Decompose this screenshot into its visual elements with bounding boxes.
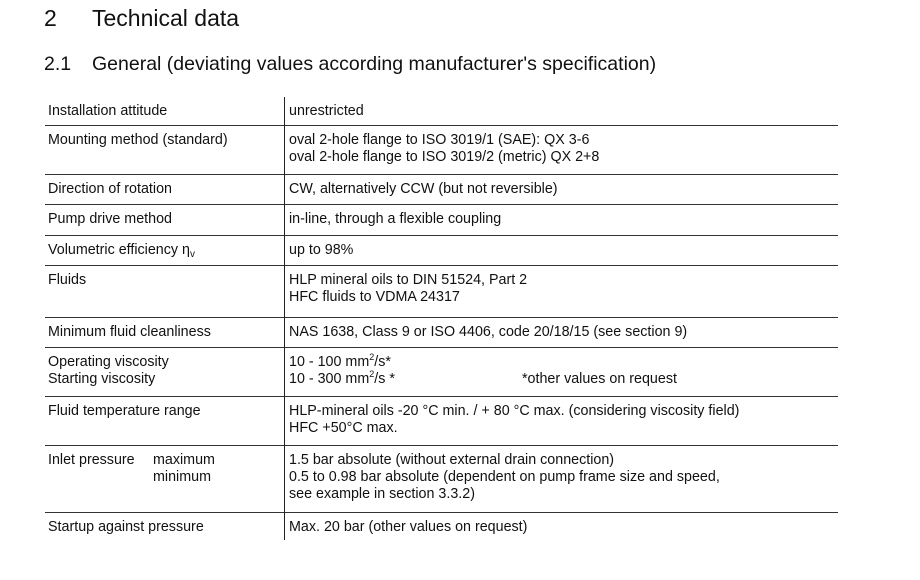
value-text: /s* [374, 354, 391, 370]
table-row: Inlet pressure maximum minimum 1.5 bar a… [45, 446, 838, 513]
value-line: oval 2-hole flange to ISO 3019/1 (SAE): … [289, 132, 590, 148]
row-value: unrestricted [289, 103, 364, 120]
value-line: 10 - 300 mm2/s * *other values on request [289, 369, 677, 388]
row-label: Inlet pressure maximum minimum [48, 452, 215, 485]
row-label: Pump drive method [48, 211, 172, 227]
row-value: 1.5 bar absolute (without external drain… [289, 452, 720, 503]
value-line: CW, alternatively CCW (but not reversibl… [289, 181, 558, 197]
row-label: Volumetric efficiency ηv [48, 242, 195, 260]
value-line: 0.5 to 0.98 bar absolute (dependent on p… [289, 469, 720, 485]
value-line: Max. 20 bar (other values on request) [289, 519, 528, 535]
value-line: 1.5 bar absolute (without external drain… [289, 452, 615, 468]
row-label: Fluids [48, 272, 87, 288]
technical-data-table: Installation attitude unrestricted Mount… [45, 97, 838, 540]
row-value: CW, alternatively CCW (but not reversibl… [289, 181, 558, 198]
row-label: Fluid temperature range [48, 403, 201, 419]
value-text: /s * [374, 371, 395, 387]
value-text: 10 - 300 mm [289, 371, 370, 387]
sublabel-maximum: maximum [153, 452, 215, 468]
table-row: Installation attitude unrestricted [45, 97, 838, 126]
section-title: Technical data [92, 5, 240, 31]
subsection-number: 2.1 [44, 53, 72, 75]
label-line: Operating viscosity [48, 354, 169, 370]
row-value: HLP mineral oils to DIN 51524, Part 2 HFC… [289, 272, 527, 306]
section-number: 2 [44, 5, 57, 31]
value-line: HLP-mineral oils -20 °C min. / + 80 °C m… [289, 403, 740, 419]
value-line: up to 98% [289, 242, 354, 258]
value-line: unrestricted [289, 103, 364, 119]
section-heading: 2 Technical data [44, 5, 239, 32]
table-row: Pump drive method in-line, through a fle… [45, 205, 838, 236]
table-row: Fluids HLP mineral oils to DIN 51524, Pa… [45, 266, 838, 318]
table-row: Operating viscosity Starting viscosity 10… [45, 348, 838, 397]
row-label: Installation attitude [48, 103, 168, 119]
table-row: Minimum fluid cleanliness NAS 1638, Clas… [45, 318, 838, 348]
label-text: Inlet pressure [48, 452, 135, 468]
subsection-heading: 2.1 General (deviating values according m… [44, 53, 656, 76]
table-row: Mounting method (standard) oval 2-hole f… [45, 126, 838, 175]
value-line: HFC fluids to VDMA 24317 [289, 289, 460, 305]
value-line: 10 - 100 mm2/s* [289, 352, 677, 371]
table-row: Direction of rotation CW, alternatively … [45, 175, 838, 205]
value-line: oval 2-hole flange to ISO 3019/2 (metric… [289, 149, 600, 165]
row-label: Minimum fluid cleanliness [48, 324, 211, 340]
row-label: Startup against pressure [48, 519, 204, 535]
superscript: 2 [369, 352, 375, 362]
label-subscript: v [189, 249, 195, 260]
value-line: HFC +50°C max. [289, 420, 398, 436]
row-label: Operating viscosity Starting viscosity [48, 354, 169, 388]
value-line: HLP mineral oils to DIN 51524, Part 2 [289, 272, 528, 288]
column-divider [284, 97, 285, 540]
label-line: Starting viscosity [48, 371, 156, 387]
label-text: Volumetric efficiency η [48, 242, 190, 258]
row-label: Mounting method (standard) [48, 132, 228, 148]
row-label: Direction of rotation [48, 181, 172, 197]
row-value: Max. 20 bar (other values on request) [289, 519, 527, 536]
table-row: Startup against pressure Max. 20 bar (ot… [45, 513, 838, 540]
table-row: Volumetric efficiency ηv up to 98% [45, 236, 838, 266]
subsection-title: General (deviating values according manu… [92, 53, 657, 75]
footnote: *other values on request [521, 371, 677, 387]
row-value: 10 - 100 mm2/s* 10 - 300 mm2/s * *other v… [289, 352, 677, 388]
row-value: in-line, through a flexible coupling [289, 211, 501, 228]
row-value: oval 2-hole flange to ISO 3019/1 (SAE): … [289, 132, 599, 166]
table-row: Fluid temperature range HLP-mineral oils… [45, 397, 838, 446]
value-line: NAS 1638, Class 9 or ISO 4406, code 20/1… [289, 324, 688, 340]
value-line: see example in section 3.3.2) [289, 486, 475, 502]
row-value: up to 98% [289, 242, 353, 259]
value-line: in-line, through a flexible coupling [289, 211, 502, 227]
superscript: 2 [369, 369, 375, 379]
row-value: NAS 1638, Class 9 or ISO 4406, code 20/1… [289, 324, 687, 341]
sublabel-minimum: minimum [153, 469, 211, 485]
value-text: 10 - 100 mm [289, 354, 370, 370]
row-value: HLP-mineral oils -20 °C min. / + 80 °C m… [289, 403, 739, 437]
